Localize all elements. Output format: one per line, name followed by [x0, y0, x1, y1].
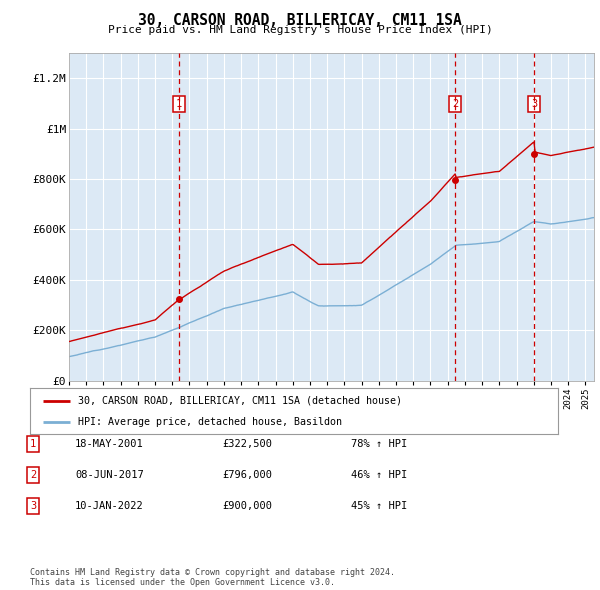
Text: Contains HM Land Registry data © Crown copyright and database right 2024.
This d: Contains HM Land Registry data © Crown c… [30, 568, 395, 587]
Text: 30, CARSON ROAD, BILLERICAY, CM11 1SA: 30, CARSON ROAD, BILLERICAY, CM11 1SA [138, 13, 462, 28]
Text: 78% ↑ HPI: 78% ↑ HPI [351, 439, 407, 448]
Text: HPI: Average price, detached house, Basildon: HPI: Average price, detached house, Basi… [77, 417, 341, 427]
Text: 1: 1 [176, 99, 182, 109]
Text: 3: 3 [531, 99, 538, 109]
Text: 3: 3 [30, 502, 36, 511]
Text: £322,500: £322,500 [222, 439, 272, 448]
Text: £796,000: £796,000 [222, 470, 272, 480]
Text: 2: 2 [30, 470, 36, 480]
Text: £900,000: £900,000 [222, 502, 272, 511]
Text: 46% ↑ HPI: 46% ↑ HPI [351, 470, 407, 480]
Text: 1: 1 [30, 439, 36, 448]
Text: 08-JUN-2017: 08-JUN-2017 [75, 470, 144, 480]
Text: Price paid vs. HM Land Registry's House Price Index (HPI): Price paid vs. HM Land Registry's House … [107, 25, 493, 35]
Text: 18-MAY-2001: 18-MAY-2001 [75, 439, 144, 448]
Text: 2: 2 [452, 99, 458, 109]
Text: 30, CARSON ROAD, BILLERICAY, CM11 1SA (detached house): 30, CARSON ROAD, BILLERICAY, CM11 1SA (d… [77, 395, 401, 405]
Text: 10-JAN-2022: 10-JAN-2022 [75, 502, 144, 511]
Text: 45% ↑ HPI: 45% ↑ HPI [351, 502, 407, 511]
